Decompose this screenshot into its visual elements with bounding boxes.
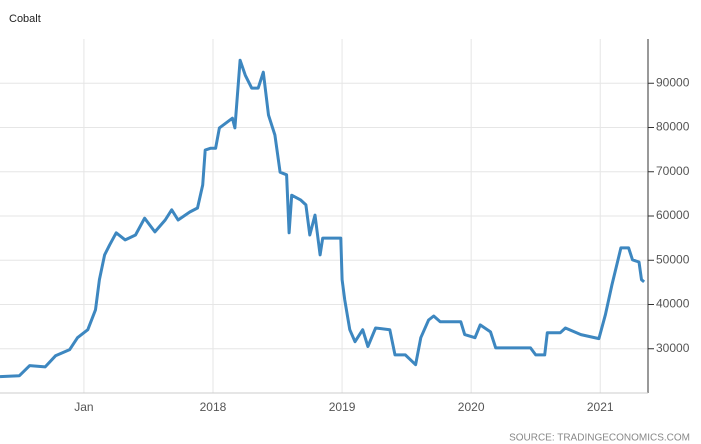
x-tick-label: 2018 [200, 400, 227, 414]
x-tick-label: 2020 [458, 400, 485, 414]
y-tick-label: 30000 [656, 341, 690, 355]
y-tick-label: 70000 [656, 164, 690, 178]
y-tick-label: 90000 [656, 75, 690, 89]
line [0, 58, 646, 379]
x-tick-label: Jan [74, 400, 93, 414]
source: SOURCE: TRADINGECONOMICS.COM [509, 433, 690, 444]
x-tick-label: 2019 [329, 400, 356, 414]
chart-title: Cobalt [9, 13, 41, 25]
y-tick-label: 50000 [656, 252, 690, 266]
y-tick-label: 80000 [656, 120, 690, 134]
y-tick-label: 40000 [656, 297, 690, 311]
y-tick-label: 60000 [656, 208, 690, 222]
x-tick-label: 2021 [587, 400, 614, 414]
